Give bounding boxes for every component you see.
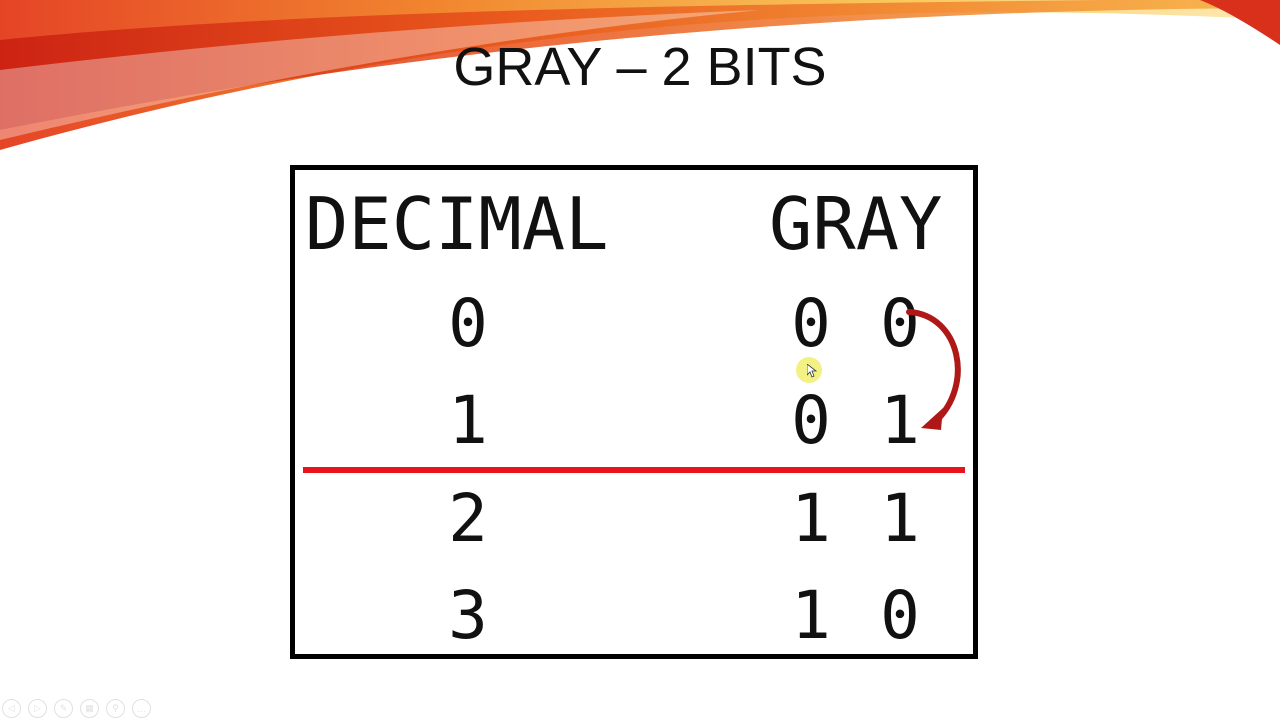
pen-icon[interactable]: ✎ <box>54 699 73 718</box>
curved-arrow-icon <box>906 309 961 430</box>
divider-line <box>303 467 965 473</box>
previous-icon[interactable]: ◁ <box>2 699 21 718</box>
gray-bit-cell: 0 <box>880 577 920 654</box>
header-decimal: DECIMAL <box>305 182 609 266</box>
gray-bit-cell: 0 <box>791 382 831 459</box>
more-icon[interactable]: … <box>132 699 151 718</box>
gray-bit-cell: 1 <box>791 480 831 557</box>
slideshow-toolbar: ◁ ▷ ✎ ▦ ⚲ … <box>2 699 151 718</box>
decimal-cell: 3 <box>448 577 488 654</box>
next-icon[interactable]: ▷ <box>28 699 47 718</box>
cursor-icon <box>807 364 817 378</box>
decimal-cell: 0 <box>448 285 488 362</box>
gray-bit-cell: 1 <box>791 577 831 654</box>
gray-bit-cell: 0 <box>791 285 831 362</box>
mouse-pointer-highlight <box>796 357 822 383</box>
gray-code-table: DECIMAL GRAY 0 0 0 1 0 1 2 1 1 3 1 0 <box>290 165 978 659</box>
gray-bit-cell: 1 <box>880 480 920 557</box>
gray-bit-cell: 0 <box>880 285 920 362</box>
slide-title: GRAY – 2 BITS <box>453 37 827 97</box>
gray-bit-cell: 1 <box>880 382 920 459</box>
zoom-icon[interactable]: ⚲ <box>106 699 125 718</box>
header-gray: GRAY <box>769 182 943 266</box>
decorative-swoosh <box>0 0 1280 150</box>
decimal-cell: 2 <box>448 480 488 557</box>
slides-icon[interactable]: ▦ <box>80 699 99 718</box>
decimal-cell: 1 <box>448 382 488 459</box>
